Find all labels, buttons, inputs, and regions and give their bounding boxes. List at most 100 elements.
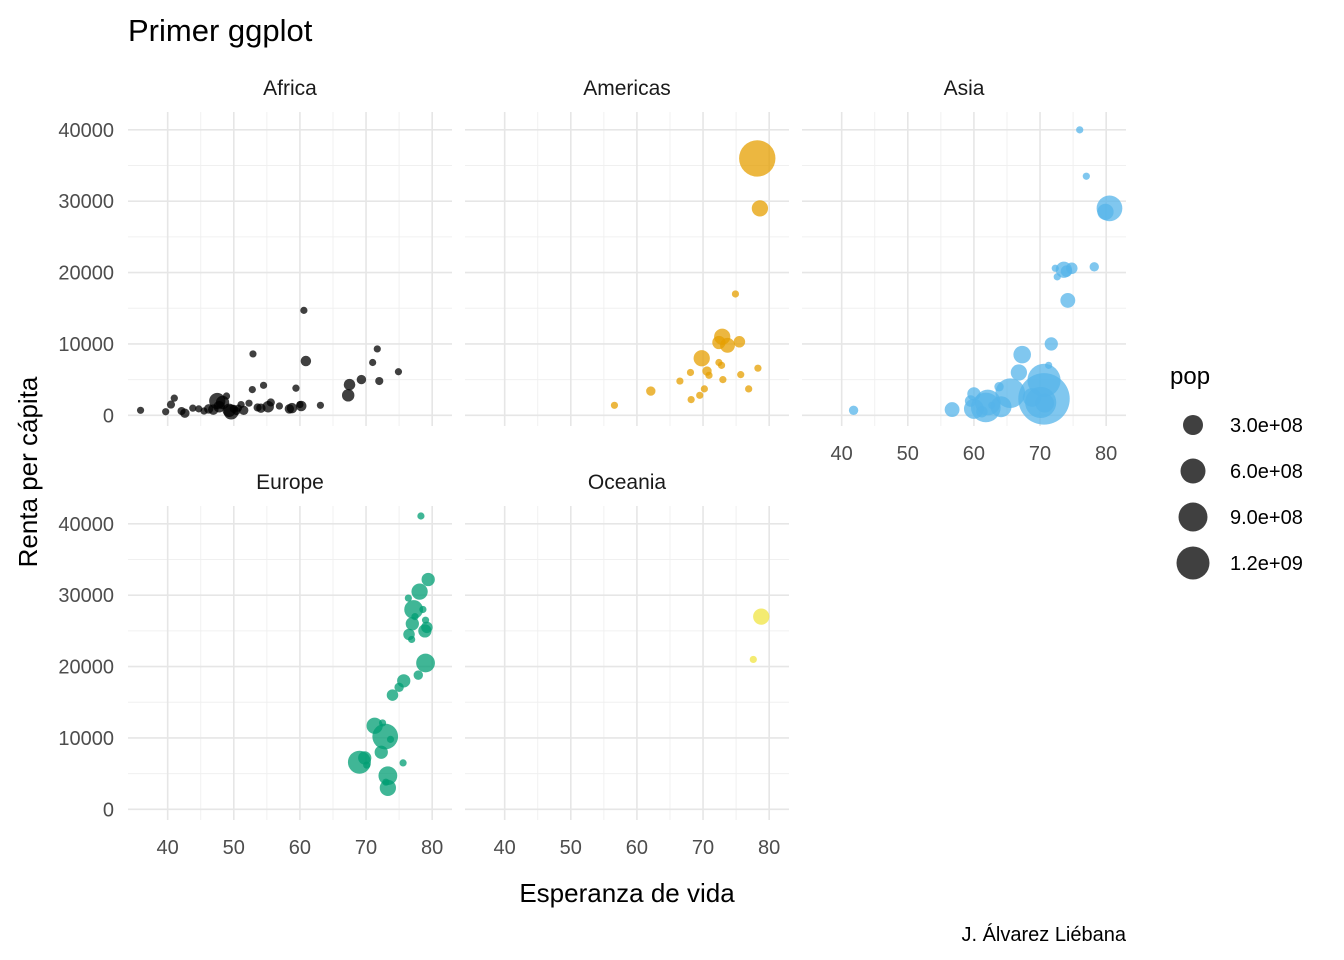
- facet-africa: Africa 0 10000 20000 30000 40000: [58, 77, 452, 427]
- data-point: [375, 376, 384, 386]
- data-point: [1089, 262, 1099, 272]
- y-tick-label: 10000: [58, 334, 114, 356]
- y-tick-label: 20000: [58, 657, 114, 679]
- x-tick-label: 70: [1029, 443, 1051, 465]
- y-tick-label: 40000: [58, 120, 114, 142]
- x-axis-label: Esperanza de vida: [519, 878, 735, 908]
- data-point: [404, 600, 424, 619]
- data-point: [363, 761, 371, 769]
- data-point: [421, 572, 435, 587]
- data-point: [259, 381, 268, 389]
- y-tick-label: 0: [103, 405, 114, 427]
- data-point: [413, 670, 423, 680]
- data-point: [316, 401, 325, 409]
- data-point: [753, 608, 770, 625]
- data-point: [421, 621, 433, 634]
- x-tick-label: 50: [223, 837, 245, 859]
- data-point: [411, 583, 428, 600]
- legend-title: pop: [1170, 363, 1210, 390]
- data-point: [610, 401, 619, 409]
- data-point: [162, 408, 170, 416]
- data-point: [944, 402, 960, 418]
- data-point: [408, 635, 416, 644]
- data-point: [295, 400, 307, 412]
- data-point: [700, 385, 708, 393]
- facet-strip-label: Europe: [256, 471, 324, 494]
- y-tick-label: 40000: [58, 514, 114, 536]
- legend-key: [1183, 415, 1203, 435]
- data-point: [995, 378, 1026, 409]
- data-point: [397, 674, 411, 688]
- data-point: [1044, 337, 1058, 351]
- facet-oceania: Oceania 40 50 60 70 80: [465, 471, 789, 859]
- data-point: [343, 378, 356, 391]
- data-point: [372, 723, 399, 750]
- data-point: [266, 398, 275, 407]
- legend-label: 1.2e+09: [1230, 553, 1303, 575]
- data-point: [416, 653, 435, 673]
- data-point: [417, 512, 425, 520]
- y-tick-label: 30000: [58, 585, 114, 607]
- data-point: [693, 350, 710, 367]
- data-point: [300, 355, 312, 367]
- data-point: [170, 394, 178, 402]
- data-point: [166, 400, 176, 409]
- data-point: [696, 391, 704, 399]
- data-point: [1045, 361, 1053, 369]
- y-axis-label: Renta per cápita: [13, 376, 43, 567]
- data-point: [248, 386, 256, 394]
- x-tick-label: 70: [355, 837, 377, 859]
- data-point: [1010, 364, 1028, 381]
- chart-caption: J. Álvarez Liébana: [961, 923, 1126, 946]
- facet-asia: Asia 40 50 60 70 80: [802, 77, 1126, 465]
- legend-label: 3.0e+08: [1230, 415, 1303, 437]
- facet-strip-label: Africa: [263, 77, 317, 100]
- data-point: [411, 613, 419, 621]
- data-point: [745, 385, 753, 393]
- x-tick-label: 50: [560, 837, 582, 859]
- data-point: [676, 377, 684, 385]
- data-point: [358, 751, 372, 765]
- data-point: [419, 605, 427, 614]
- y-tick-label: 30000: [58, 191, 114, 213]
- data-point: [239, 405, 249, 415]
- data-point: [720, 337, 735, 353]
- data-point: [189, 404, 197, 412]
- data-point: [646, 386, 656, 396]
- data-point: [378, 766, 398, 786]
- x-tick-label: 80: [421, 837, 443, 859]
- data-point: [292, 384, 300, 392]
- data-point: [737, 371, 745, 379]
- x-tick-label: 50: [897, 443, 919, 465]
- data-point: [341, 389, 355, 402]
- data-point: [404, 594, 412, 602]
- size-legend: pop 3.0e+08 6.0e+08 9.0e+08 1.2e+09: [1170, 363, 1303, 580]
- data-point: [1082, 172, 1090, 180]
- data-point: [286, 402, 298, 414]
- chart-title: Primer ggplot: [128, 13, 313, 48]
- data-point: [356, 374, 367, 385]
- data-point: [717, 361, 726, 369]
- legend-key: [1180, 458, 1206, 484]
- facet-europe: Europe 0 10000 20000 30000 40000 40 50 60 70 80: [58, 471, 452, 859]
- data-point: [687, 395, 695, 404]
- data-point: [245, 399, 253, 407]
- facet-americas: Americas: [465, 77, 789, 426]
- data-point: [180, 408, 190, 418]
- data-point: [731, 290, 740, 298]
- data-point: [751, 200, 769, 217]
- data-point: [1035, 393, 1055, 413]
- y-tick-label: 20000: [58, 263, 114, 285]
- legend-label: 6.0e+08: [1230, 461, 1303, 483]
- x-tick-label: 60: [963, 443, 985, 465]
- legend-label: 9.0e+08: [1230, 507, 1303, 529]
- data-point: [300, 306, 308, 314]
- facet-strip-label: Oceania: [588, 471, 667, 494]
- data-point: [1076, 126, 1084, 134]
- data-point: [739, 140, 776, 177]
- x-tick-label: 40: [494, 837, 516, 859]
- facet-strip-label: Americas: [583, 77, 671, 100]
- data-point: [1066, 262, 1078, 275]
- data-point: [222, 392, 231, 400]
